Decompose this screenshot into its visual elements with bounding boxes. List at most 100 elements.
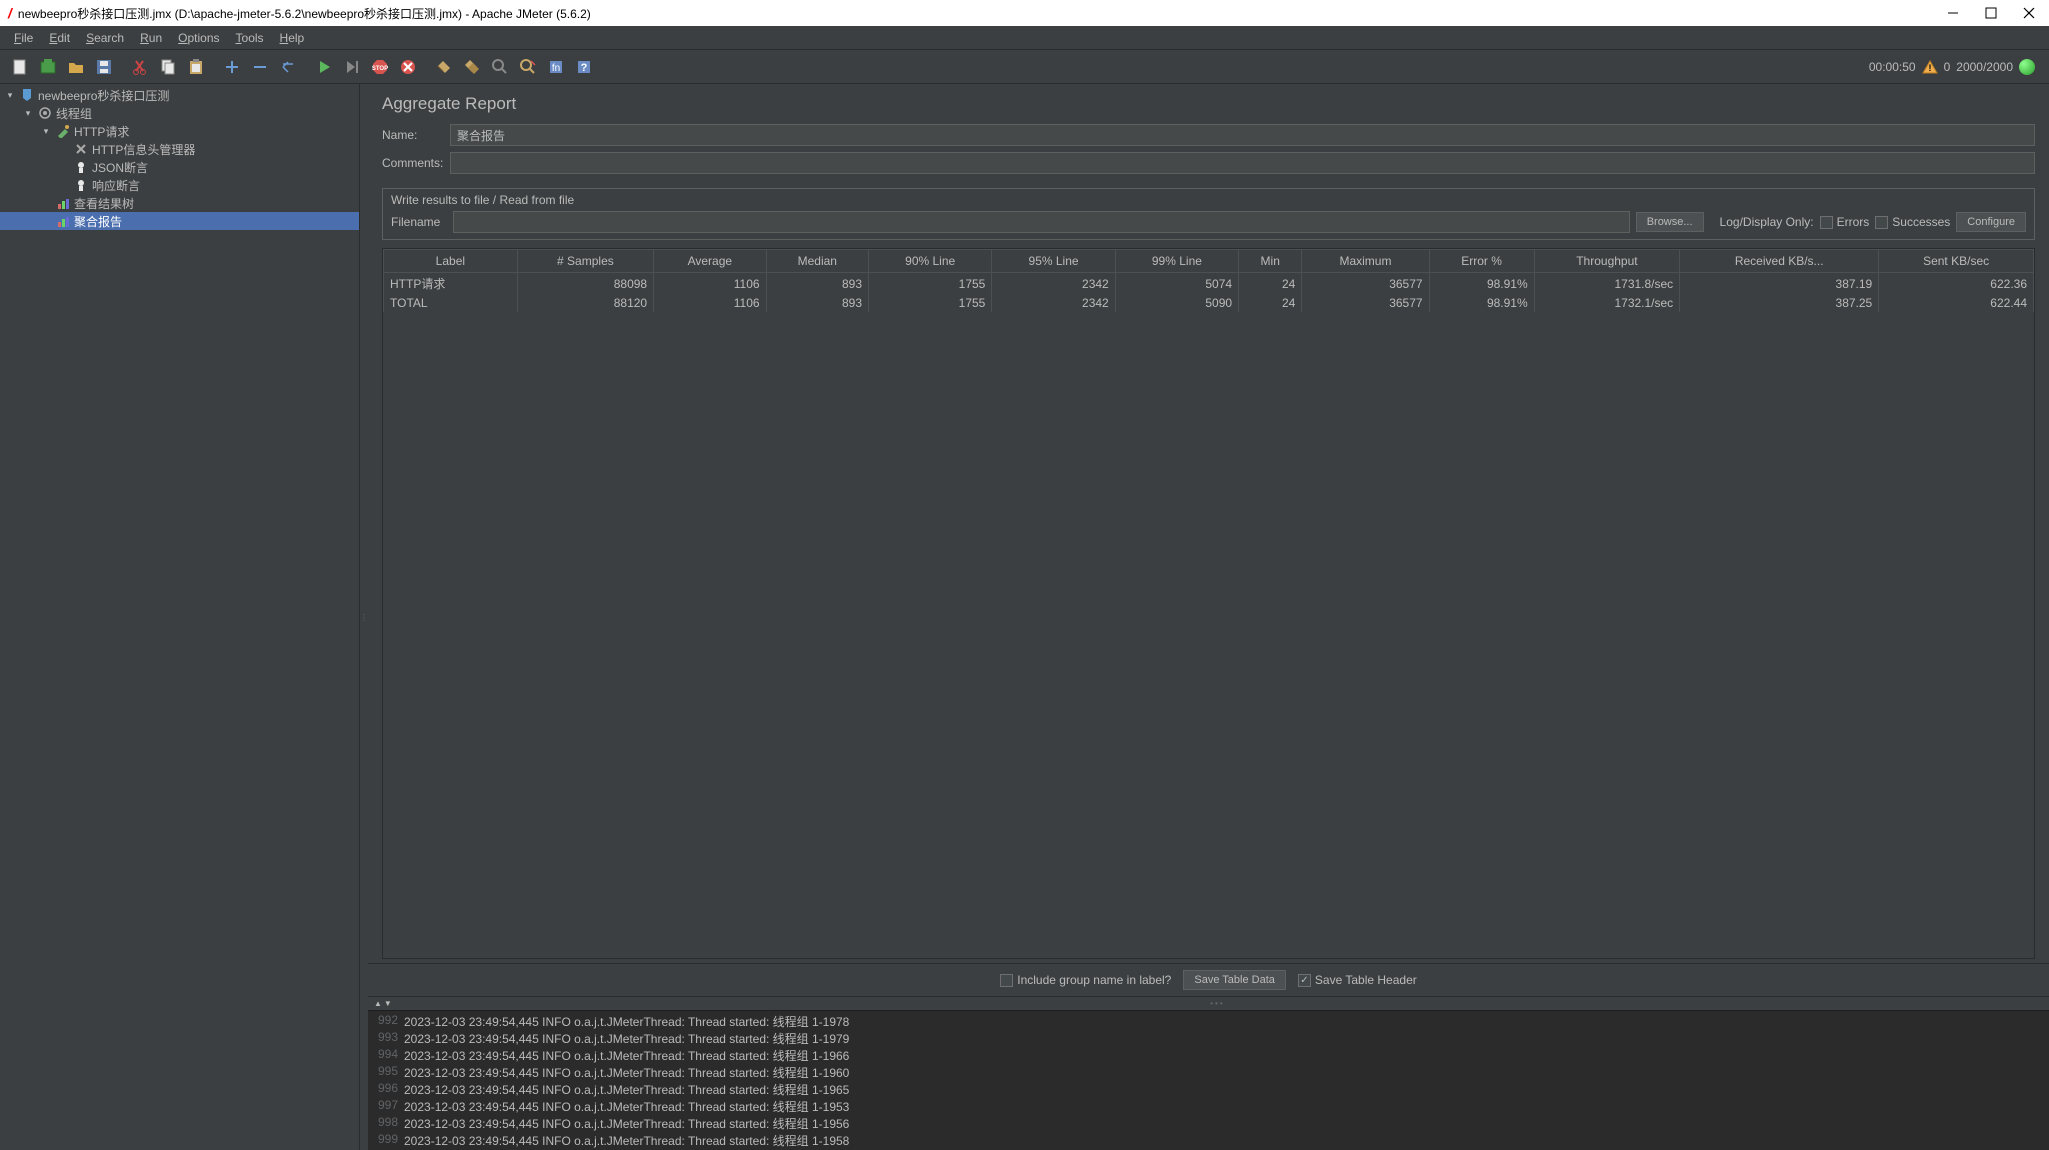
paste-icon[interactable] xyxy=(184,55,208,79)
log-line: 9992023-12-03 23:49:54,445 INFO o.a.j.t.… xyxy=(368,1132,2049,1149)
menu-options[interactable]: Options xyxy=(170,28,227,48)
table-row[interactable]: TOTAL881201106893175523425090243657798.9… xyxy=(384,294,2034,312)
log-line: 9922023-12-03 23:49:54,445 INFO o.a.j.t.… xyxy=(368,1013,2049,1030)
table-header[interactable]: Sent KB/sec xyxy=(1879,250,2034,273)
tree-label: 聚合报告 xyxy=(74,213,122,230)
open-icon[interactable] xyxy=(64,55,88,79)
table-cell: 88120 xyxy=(517,294,653,312)
tree-toggle-icon[interactable]: ▾ xyxy=(22,108,34,119)
function-icon[interactable]: fn xyxy=(544,55,568,79)
clear-icon[interactable] xyxy=(432,55,456,79)
splitter[interactable]: ⋮ xyxy=(360,84,368,1150)
table-cell: 98.91% xyxy=(1429,273,1534,295)
menu-tools[interactable]: Tools xyxy=(228,28,272,48)
successes-checkbox[interactable] xyxy=(1875,216,1888,229)
tree-testplan[interactable]: ▾ newbeepro秒杀接口压测 xyxy=(0,86,359,104)
elapsed-time: 00:00:50 xyxy=(1869,60,1916,74)
menu-run[interactable]: Run xyxy=(132,28,170,48)
tree-threadgroup[interactable]: ▾ 线程组 xyxy=(0,104,359,122)
menu-file[interactable]: File xyxy=(6,28,41,48)
titlebar: / newbeepro秒杀接口压测.jmx (D:\apache-jmeter-… xyxy=(0,0,2049,26)
expand-icon[interactable] xyxy=(220,55,244,79)
save-header-checkbox[interactable] xyxy=(1298,974,1311,987)
log-resize-handle[interactable]: ••• xyxy=(392,999,2043,1008)
tree-panel[interactable]: ▾ newbeepro秒杀接口压测 ▾ 线程组 ▾ HTTP请求 HTTP信息头… xyxy=(0,84,360,1150)
name-input[interactable] xyxy=(450,124,2035,146)
run-noTimer-icon[interactable] xyxy=(340,55,364,79)
configure-button[interactable]: Configure xyxy=(1956,212,2026,232)
tree-json-assertion[interactable]: JSON断言 xyxy=(0,158,359,176)
run-icon[interactable] xyxy=(312,55,336,79)
tree-view-results[interactable]: 查看结果树 xyxy=(0,194,359,212)
log-display-label: Log/Display Only: xyxy=(1720,215,1814,229)
tree-toggle-icon[interactable]: ▾ xyxy=(40,126,52,137)
tree-label: JSON断言 xyxy=(92,159,148,176)
tree-label: HTTP请求 xyxy=(74,123,129,140)
tree-aggregate-report[interactable]: 聚合报告 xyxy=(0,212,359,230)
reset-search-icon[interactable] xyxy=(516,55,540,79)
table-row[interactable]: HTTP请求880981106893175523425074243657798.… xyxy=(384,273,2034,295)
save-table-button[interactable]: Save Table Data xyxy=(1183,970,1286,990)
table-header[interactable]: 99% Line xyxy=(1115,250,1238,273)
status-indicator-icon xyxy=(2019,59,2035,75)
menubar: File Edit Search Run Options Tools Help xyxy=(0,26,2049,50)
comments-input[interactable] xyxy=(450,152,2035,174)
table-header[interactable]: Average xyxy=(654,250,766,273)
collapse-icon[interactable] xyxy=(248,55,272,79)
form-section: Name: Comments: xyxy=(368,120,2049,184)
svg-text:?: ? xyxy=(581,62,588,74)
successes-label: Successes xyxy=(1892,215,1950,229)
tree-http-request[interactable]: ▾ HTTP请求 xyxy=(0,122,359,140)
table-cell: 1732.1/sec xyxy=(1534,294,1680,312)
search-icon[interactable] xyxy=(488,55,512,79)
table-header[interactable]: Min xyxy=(1239,250,1302,273)
table-cell: 622.36 xyxy=(1879,273,2034,295)
results-table[interactable]: Label# SamplesAverageMedian90% Line95% L… xyxy=(382,248,2035,959)
menu-edit[interactable]: Edit xyxy=(41,28,78,48)
svg-text:STOP: STOP xyxy=(372,66,388,72)
stop-icon[interactable]: STOP xyxy=(368,55,392,79)
table-cell: 36577 xyxy=(1302,273,1429,295)
templates-icon[interactable] xyxy=(36,55,60,79)
close-button[interactable] xyxy=(2021,5,2037,21)
assertion-icon xyxy=(73,177,89,193)
maximize-button[interactable] xyxy=(1983,5,1999,21)
table-header[interactable]: Error % xyxy=(1429,250,1534,273)
toggle-icon[interactable] xyxy=(276,55,300,79)
new-icon[interactable] xyxy=(8,55,32,79)
table-cell: 1755 xyxy=(869,273,992,295)
log-up-icon[interactable]: ▲ xyxy=(374,999,382,1008)
table-header[interactable]: Received KB/s... xyxy=(1680,250,1879,273)
warning-icon: ! xyxy=(1922,59,1938,75)
tree-response-assertion[interactable]: 响应断言 xyxy=(0,176,359,194)
table-cell: 5090 xyxy=(1115,294,1238,312)
copy-icon[interactable] xyxy=(156,55,180,79)
menu-help[interactable]: Help xyxy=(272,28,313,48)
log-panel[interactable]: 9922023-12-03 23:49:54,445 INFO o.a.j.t.… xyxy=(368,1010,2049,1150)
table-header[interactable]: Maximum xyxy=(1302,250,1429,273)
include-group-checkbox[interactable] xyxy=(1000,974,1013,987)
browse-button[interactable]: Browse... xyxy=(1636,212,1704,232)
listener-icon xyxy=(55,195,71,211)
menu-search[interactable]: Search xyxy=(78,28,132,48)
include-group-label: Include group name in label? xyxy=(1017,973,1171,987)
table-header[interactable]: Throughput xyxy=(1534,250,1680,273)
table-header[interactable]: Median xyxy=(766,250,868,273)
cut-icon[interactable] xyxy=(128,55,152,79)
minimize-button[interactable] xyxy=(1945,5,1961,21)
table-header[interactable]: 90% Line xyxy=(869,250,992,273)
errors-checkbox[interactable] xyxy=(1820,216,1833,229)
save-header-label: Save Table Header xyxy=(1315,973,1417,987)
tree-toggle-icon[interactable]: ▾ xyxy=(4,90,16,101)
shutdown-icon[interactable] xyxy=(396,55,420,79)
filename-input[interactable] xyxy=(453,211,1630,233)
clear-all-icon[interactable] xyxy=(460,55,484,79)
log-down-icon[interactable]: ▼ xyxy=(384,999,392,1008)
table-header[interactable]: # Samples xyxy=(517,250,653,273)
table-header[interactable]: 95% Line xyxy=(992,250,1115,273)
table-header[interactable]: Label xyxy=(384,250,518,273)
save-icon[interactable] xyxy=(92,55,116,79)
errors-label: Errors xyxy=(1837,215,1870,229)
help-icon[interactable]: ? xyxy=(572,55,596,79)
tree-header-manager[interactable]: HTTP信息头管理器 xyxy=(0,140,359,158)
